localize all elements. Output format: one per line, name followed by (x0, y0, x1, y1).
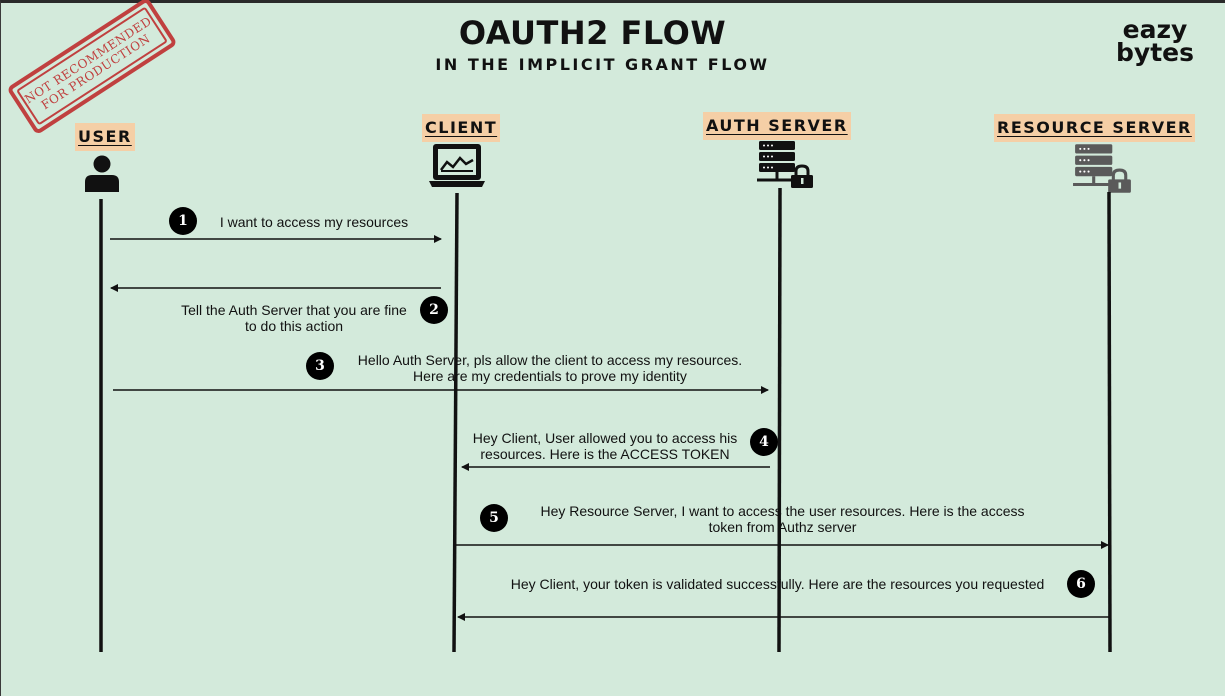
message-6-line-1: Hey Client, your token is validated succ… (510, 576, 1045, 592)
message-3-line-2: Here are my credentials to prove my iden… (413, 368, 687, 384)
actor-label-resource-server: RESOURCE SERVER (994, 114, 1195, 142)
step-badge-1: 1 (169, 207, 197, 235)
message-4-line-2: resources. Here is the ACCESS TOKEN (480, 446, 730, 462)
message-2-line-1: Tell the Auth Server that you are fine (181, 302, 407, 318)
auth-server-icon (757, 141, 813, 188)
lifeline-auth-server (777, 187, 782, 653)
message-6: Hey Client, your token is validated succ… (500, 576, 1055, 592)
step-badge-2: 2 (420, 296, 448, 324)
message-5: Hey Resource Server, I want to access th… (530, 503, 1035, 535)
actor-label-client: CLIENT (422, 114, 501, 142)
lifeline-resource-server (1107, 191, 1112, 653)
message-3: Hello Auth Server, pls allow the client … (345, 352, 755, 384)
message-3-line-1: Hello Auth Server, pls allow the client … (357, 352, 743, 368)
step-badge-6: 6 (1067, 570, 1095, 598)
message-5-line-1: Hey Resource Server, I want to access th… (540, 503, 1025, 519)
message-1-line-1: I want to access my resources (219, 214, 409, 230)
page-title: OAUTH2 FLOW (458, 14, 727, 52)
page-subtitle: IN THE IMPLICIT GRANT FLOW (435, 55, 770, 74)
message-1: I want to access my resources (214, 214, 414, 230)
logo-line-1: eazy (1122, 15, 1188, 44)
actor-label-user: USER (75, 123, 135, 151)
logo-line-2: bytes (1116, 38, 1194, 67)
resource-server-icon (1073, 144, 1131, 193)
step-badge-5: 5 (480, 504, 508, 532)
message-4-line-1: Hey Client, User allowed you to access h… (472, 430, 738, 446)
step-badge-4: 4 (750, 428, 778, 456)
eazybytes-logo: eazy bytes (1112, 15, 1198, 67)
message-2-line-2: to do this action (244, 318, 344, 334)
laptop-icon (429, 144, 485, 187)
message-2: Tell the Auth Server that you are fine t… (154, 302, 434, 334)
user-icon (85, 155, 119, 192)
message-4: Hey Client, User allowed you to access h… (460, 430, 750, 462)
actor-label-auth-server: AUTH SERVER (703, 112, 851, 140)
step-badge-3: 3 (306, 352, 334, 380)
message-5-line-2: token from Authz server (708, 519, 857, 535)
lifeline-client (452, 192, 459, 653)
